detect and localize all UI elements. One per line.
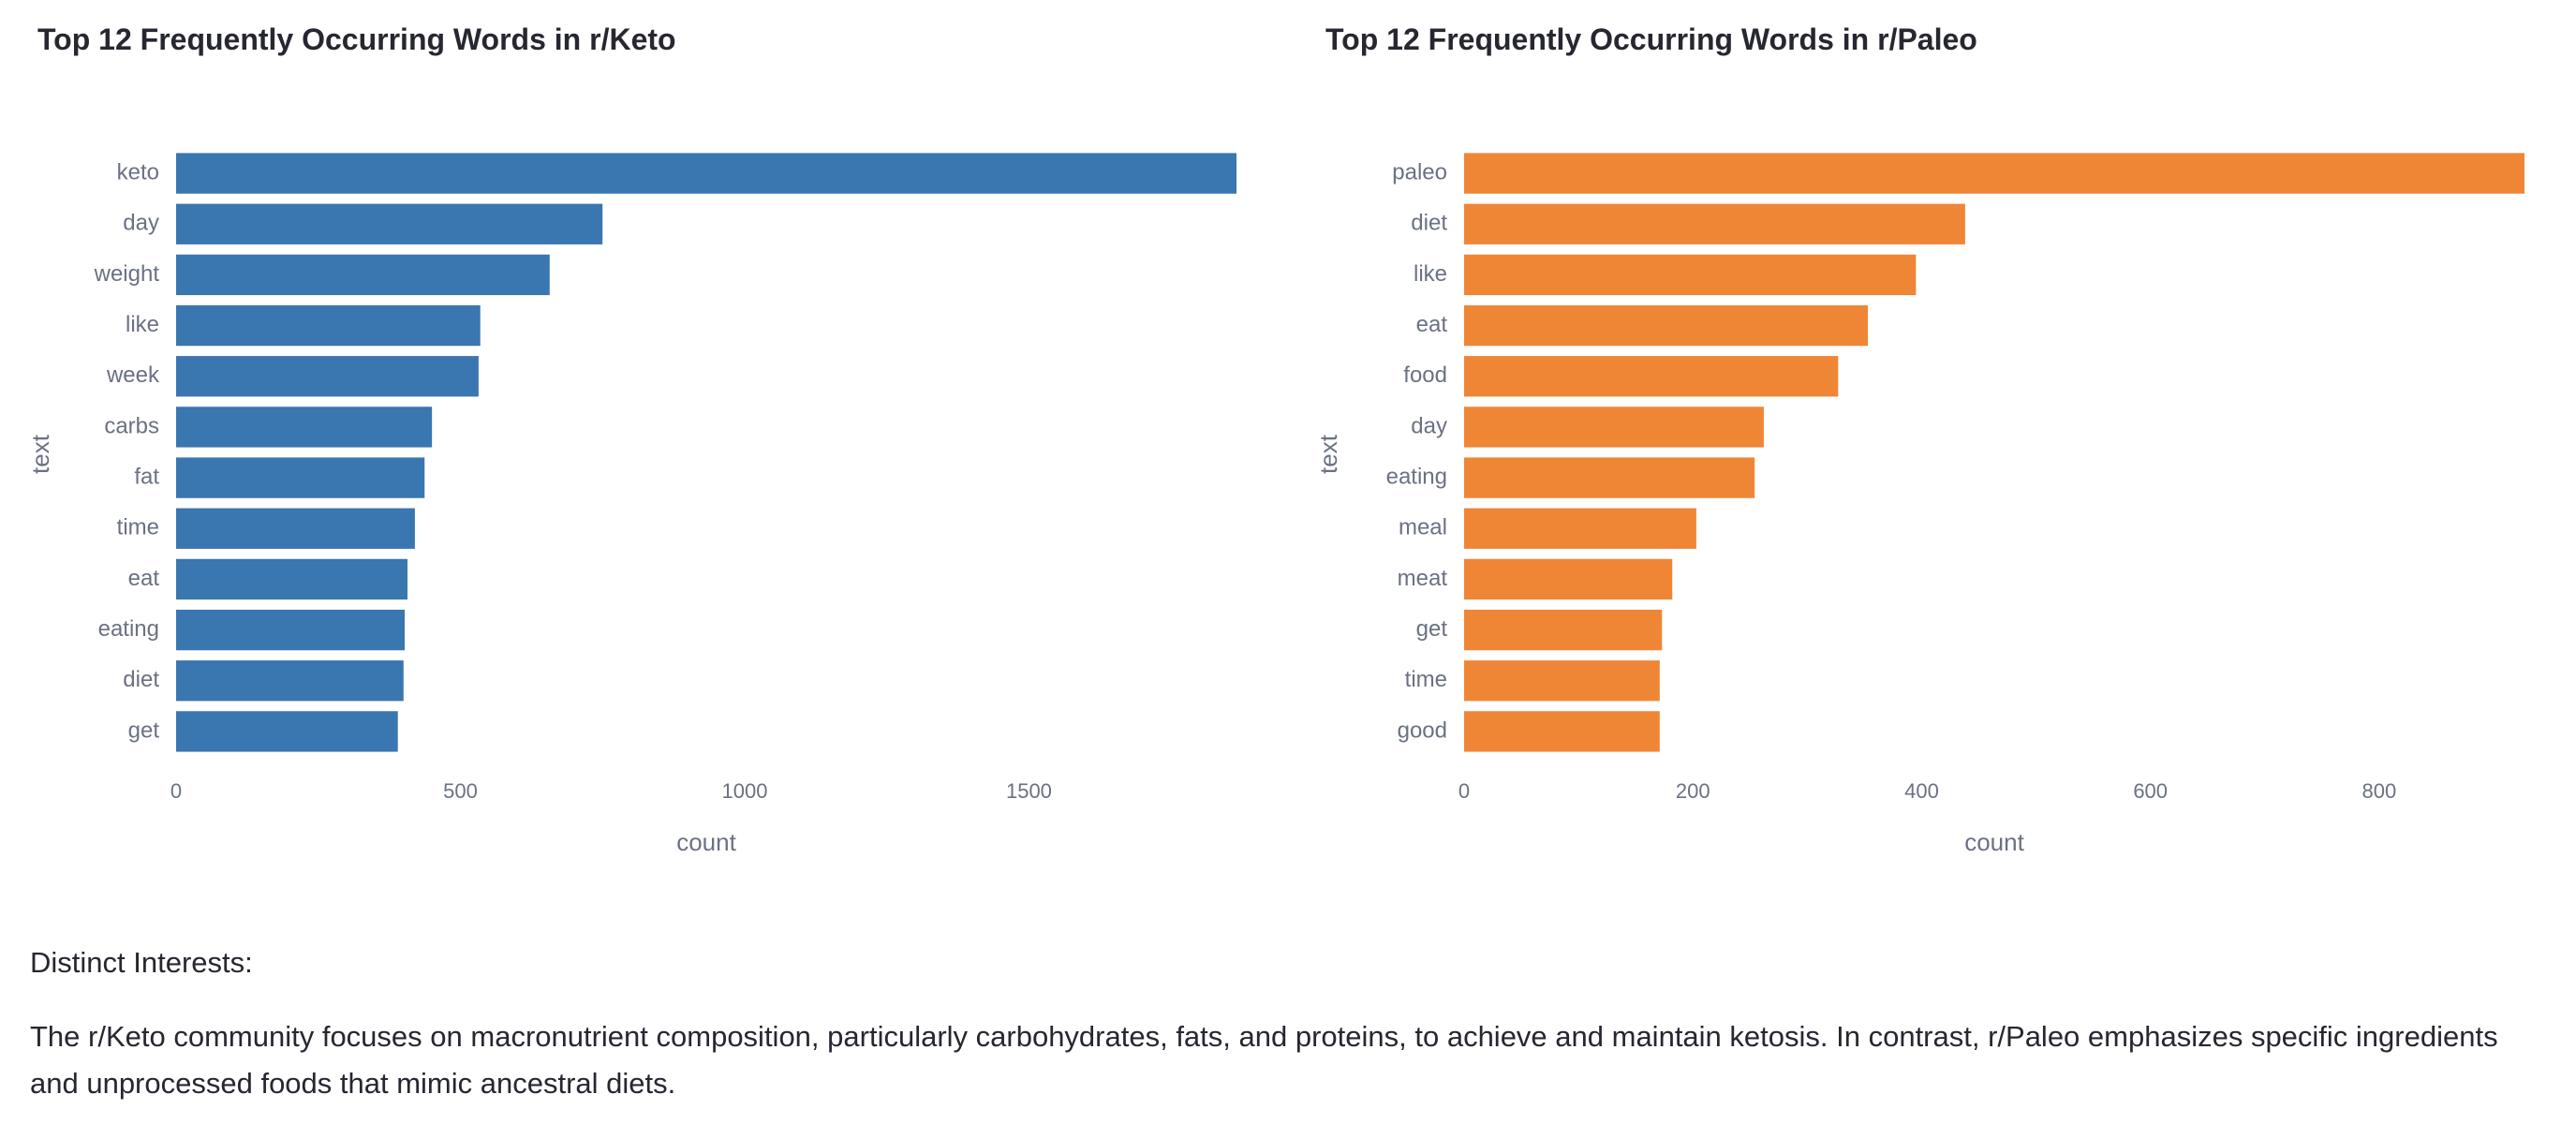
bar xyxy=(176,609,406,651)
x-tick-label: 500 xyxy=(443,779,478,803)
y-tick-label: like xyxy=(126,312,159,337)
bar xyxy=(1464,203,1965,244)
bar xyxy=(1464,304,1869,347)
summary-heading: Distinct Interests: xyxy=(30,946,253,979)
summary-section: Distinct Interests: The r/Keto community… xyxy=(30,946,2540,1107)
y-tick-label: meat xyxy=(1398,566,1448,591)
y-axis-title: text xyxy=(1314,434,1342,474)
y-tick-label: day xyxy=(123,211,159,236)
chart-title: Top 12 Frequently Occurring Words in r/K… xyxy=(37,22,676,56)
bar xyxy=(1464,254,1917,296)
paleo-bar-chart: paleo diet like eat food day eating meal meat get… xyxy=(1314,153,2524,856)
x-tick-label: 1500 xyxy=(1006,779,1052,803)
bar xyxy=(176,304,481,347)
bar xyxy=(1464,558,1673,600)
summary-body: The r/Keto community focuses on macronut… xyxy=(30,1020,2498,1100)
bar xyxy=(1464,153,2524,194)
bar xyxy=(1464,660,1660,702)
bar xyxy=(1464,457,1755,498)
bar xyxy=(176,508,415,549)
y-tick-label: week xyxy=(106,362,160,388)
bar xyxy=(176,203,603,244)
y-tick-label: get xyxy=(1416,616,1448,642)
y-tick-label: eat xyxy=(128,566,160,591)
x-tick-label: 1000 xyxy=(721,779,767,803)
bar xyxy=(176,558,408,600)
bar xyxy=(1464,508,1696,549)
y-tick-label: good xyxy=(1398,717,1447,743)
x-tick-label: 200 xyxy=(1676,779,1710,803)
bar xyxy=(1464,407,1764,448)
bar xyxy=(176,153,1236,194)
y-tick-label: eat xyxy=(1416,312,1448,337)
x-tick-label: 600 xyxy=(2133,779,2168,803)
x-tick-label: 800 xyxy=(2362,779,2397,803)
bar xyxy=(1464,711,1660,752)
keto-chart: Top 12 Frequently Occurring Words in r/K… xyxy=(0,0,1288,880)
bar xyxy=(176,660,404,702)
y-tick-label: food xyxy=(1403,362,1447,388)
y-tick-label: meal xyxy=(1399,515,1447,540)
paleo-chart: Top 12 Frequently Occurring Words in r/P… xyxy=(1288,0,2576,880)
y-tick-label: time xyxy=(1405,667,1447,692)
bar xyxy=(176,407,433,448)
y-tick-label: eating xyxy=(1386,464,1447,489)
y-tick-label: weight xyxy=(94,261,160,287)
y-tick-label: fat xyxy=(134,464,159,489)
bar xyxy=(176,711,398,752)
y-tick-label: paleo xyxy=(1392,159,1447,185)
y-tick-label: diet xyxy=(1411,211,1447,236)
bar xyxy=(176,254,550,296)
keto-bar-chart: keto day weight like week carbs fat time eat eati… xyxy=(26,153,1236,856)
x-tick-label: 0 xyxy=(170,779,182,803)
bar xyxy=(1464,356,1839,397)
y-tick-label: carbs xyxy=(104,413,159,438)
y-tick-label: diet xyxy=(123,667,159,692)
chart-title: Top 12 Frequently Occurring Words in r/P… xyxy=(1325,22,1977,56)
y-tick-label: day xyxy=(1411,413,1447,438)
x-axis-title: count xyxy=(676,828,736,856)
x-axis-title: count xyxy=(1964,828,2024,856)
y-tick-label: keto xyxy=(117,159,159,185)
y-tick-label: like xyxy=(1414,261,1447,287)
bar xyxy=(1464,609,1663,651)
y-axis-title: text xyxy=(26,434,54,474)
x-tick-label: 400 xyxy=(1904,779,1939,803)
y-tick-label: eating xyxy=(98,616,159,642)
y-tick-label: get xyxy=(128,717,160,743)
bar xyxy=(176,356,479,397)
bar xyxy=(176,457,425,498)
y-tick-label: time xyxy=(117,515,159,540)
x-tick-label: 0 xyxy=(1458,779,1470,803)
